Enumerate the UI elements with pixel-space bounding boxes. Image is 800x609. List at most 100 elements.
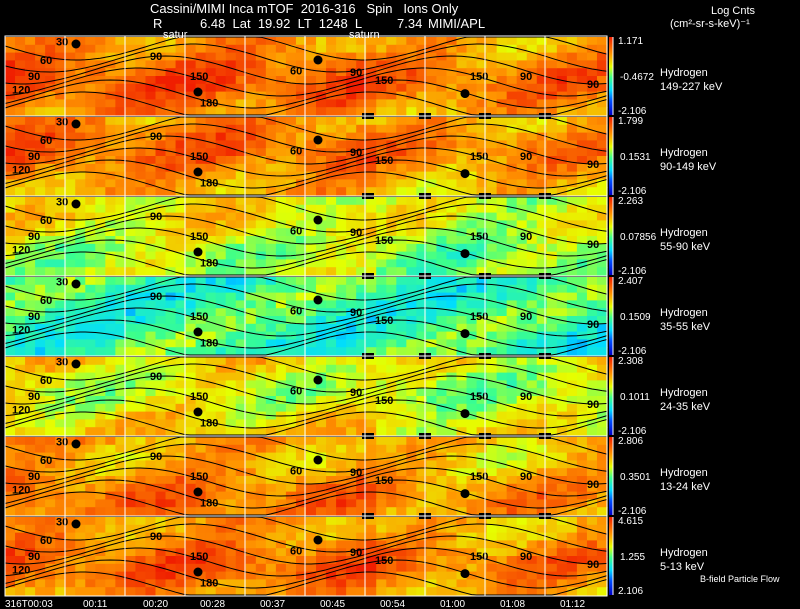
heatmap-cell xyxy=(466,316,478,325)
contour-line xyxy=(4,467,608,497)
heatmap-cell xyxy=(386,571,397,580)
heatmap-cell xyxy=(125,156,137,165)
heatmap-cell xyxy=(336,267,347,276)
heatmap-cell xyxy=(195,187,207,196)
colorbar-mid-label: 0.07856 xyxy=(620,232,657,243)
heatmap-cell xyxy=(225,107,237,116)
heatmap-cell xyxy=(205,52,217,61)
heatmap-cell xyxy=(386,171,397,180)
heatmap-cell xyxy=(75,524,86,534)
heatmap-cell xyxy=(516,204,528,214)
heatmap-cell xyxy=(35,507,46,516)
heatmap-cell xyxy=(406,524,417,534)
heatmap-cell xyxy=(516,148,528,157)
contour-label: 150 xyxy=(470,311,488,323)
heatmap-cell xyxy=(155,347,167,356)
heatmap-cell xyxy=(546,548,558,557)
heatmap-cell xyxy=(65,117,76,126)
heatmap-cell xyxy=(426,499,438,508)
heatmap-cell xyxy=(506,284,518,294)
heatmap-cell xyxy=(145,524,157,534)
heatmap-cell xyxy=(396,563,407,573)
heatmap-cell xyxy=(145,236,157,245)
heatmap-cell xyxy=(376,571,387,580)
heatmap-cell xyxy=(165,91,177,100)
heatmap-cell xyxy=(35,179,46,188)
heatmap-cell xyxy=(436,99,448,108)
heatmap-cell xyxy=(135,300,147,309)
heatmap-cell xyxy=(446,124,458,134)
heatmap-cell xyxy=(175,243,187,253)
contour-line xyxy=(4,479,608,509)
heatmap-cell xyxy=(75,220,86,229)
heatmap-cell xyxy=(376,380,387,389)
heatmap-cell xyxy=(65,331,76,340)
heatmap-cell xyxy=(165,220,177,229)
heatmap-cell xyxy=(386,507,397,516)
heatmap-cell xyxy=(496,76,508,85)
heatmap-cell xyxy=(165,99,177,108)
heatmap-cell xyxy=(336,452,347,461)
heatmap-cell xyxy=(235,571,247,580)
heatmap-cell xyxy=(506,117,518,126)
heatmap-cell xyxy=(456,44,468,54)
heatmap-cell xyxy=(416,316,427,325)
heatmap-cell xyxy=(566,37,578,46)
heatmap-cell xyxy=(376,187,387,196)
heatmap-cell xyxy=(245,163,257,173)
heatmap-cell xyxy=(215,468,227,477)
heatmap-cell xyxy=(386,132,397,141)
heatmap-cell xyxy=(346,292,357,301)
heatmap-cell xyxy=(496,540,508,549)
heatmap-cell xyxy=(265,499,277,508)
heatmap-cell xyxy=(346,532,357,541)
heatmap-cell xyxy=(35,444,46,454)
contour-label: 60 xyxy=(290,465,302,477)
heatmap-cell xyxy=(426,83,438,93)
heatmap-cell xyxy=(526,357,538,366)
heatmap-cell xyxy=(446,163,458,173)
heatmap-cell xyxy=(506,483,518,493)
heatmap-cell xyxy=(115,259,126,268)
heatmap-cell xyxy=(486,284,498,294)
contour-label: 120 xyxy=(12,565,30,577)
heatmap-cell xyxy=(255,117,267,126)
heatmap-cell xyxy=(596,411,608,420)
heatmap-cell xyxy=(346,284,357,294)
heatmap-cell xyxy=(466,44,478,54)
heatmap-cell xyxy=(105,427,116,436)
heatmap-cell xyxy=(225,187,237,196)
heatmap-cell xyxy=(346,364,357,374)
heatmap-cell xyxy=(255,179,267,188)
heatmap-cell xyxy=(556,228,568,237)
heatmap-cell xyxy=(576,437,588,446)
heatmap-cell xyxy=(275,452,287,461)
heatmap-cell xyxy=(526,91,538,100)
heatmap-cell xyxy=(576,499,588,508)
heatmap-cell xyxy=(386,52,397,61)
heatmap-cell xyxy=(105,563,116,573)
heatmap-cell xyxy=(386,163,397,173)
heatmap-cell xyxy=(35,556,46,565)
heatmap-cell xyxy=(546,236,558,245)
heatmap-cell xyxy=(265,380,277,389)
heatmap-cell xyxy=(225,60,237,69)
heatmap-cell xyxy=(556,44,568,54)
heatmap-cell xyxy=(366,347,377,356)
heatmap-cell xyxy=(326,476,337,485)
heatmap-cell xyxy=(15,563,26,573)
heatmap-cell xyxy=(366,483,377,493)
heatmap-cell xyxy=(295,579,307,588)
heatmap-cell xyxy=(135,339,147,348)
heatmap-cell xyxy=(95,163,106,173)
heatmap-cell xyxy=(75,316,86,325)
heatmap-cell xyxy=(135,499,147,508)
heatmap-cell xyxy=(215,308,227,317)
heatmap-cell xyxy=(466,99,478,108)
heatmap-cell xyxy=(135,117,147,126)
heatmap-cell xyxy=(25,427,36,436)
heatmap-cell xyxy=(406,284,417,294)
heatmap-cell xyxy=(25,396,36,405)
heatmap-cell xyxy=(576,460,588,469)
heatmap-cell xyxy=(506,197,518,206)
